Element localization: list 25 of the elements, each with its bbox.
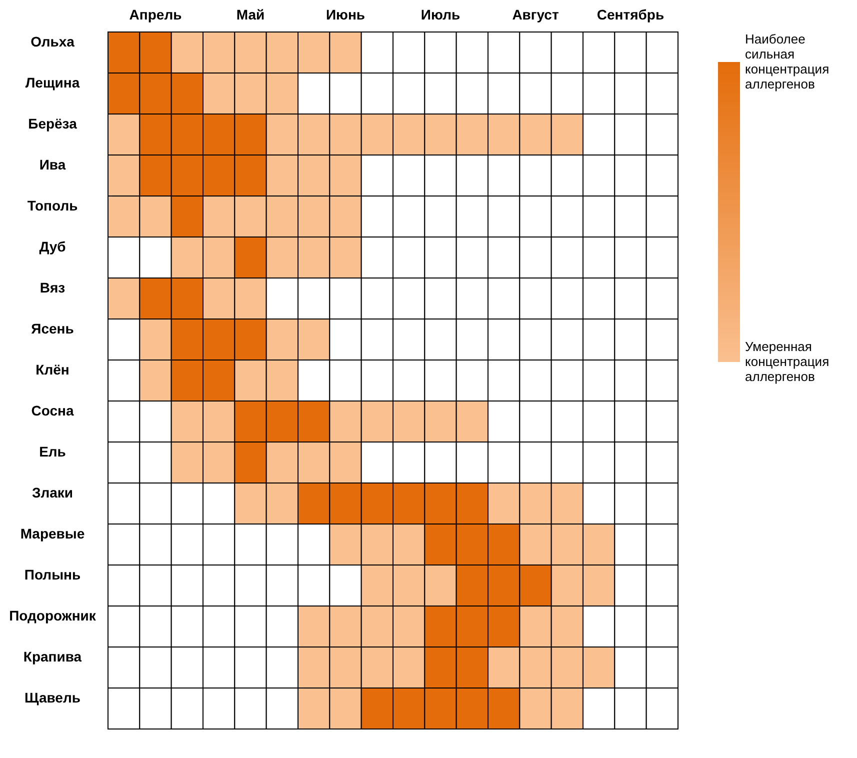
y-tick-label: Дуб	[39, 238, 66, 254]
y-tick-label: Ива	[39, 156, 66, 172]
y-tick-label: Злаки	[32, 484, 74, 500]
x-tick-label: Июль	[420, 6, 460, 22]
color-bar-label: Наиболее сильная концентрация аллергенов	[745, 32, 830, 92]
y-tick-label: Крапива	[23, 648, 82, 664]
y-tick-label: Ольха	[30, 34, 75, 50]
x-tick-label: Август	[512, 6, 559, 22]
y-tick-label: Берёза	[28, 116, 78, 132]
y-tick-label: Вяз	[40, 280, 66, 296]
y-tick-label: Тополь	[27, 198, 78, 214]
y-tick-label: Щавель	[24, 690, 81, 706]
y-tick-label: Ясень	[31, 320, 74, 336]
x-tick-label: Май	[236, 6, 265, 22]
x-tick-label: Апрель	[129, 6, 182, 22]
y-tick-label: Ель	[39, 444, 66, 460]
x-tick-label: Сентябрь	[596, 6, 664, 22]
y-tick-label: Лещина	[25, 74, 80, 90]
x-tick-label: Июнь	[326, 6, 366, 22]
y-tick-label: Сосна	[31, 402, 74, 418]
y-tick-label: Подорожник	[9, 608, 97, 624]
y-tick-label: Клён	[36, 362, 70, 378]
y-tick-label: Маревые	[20, 526, 85, 542]
color-bar-label: Умеренная концентрация аллергенов	[745, 339, 830, 384]
y-tick-label: Полынь	[24, 566, 81, 582]
